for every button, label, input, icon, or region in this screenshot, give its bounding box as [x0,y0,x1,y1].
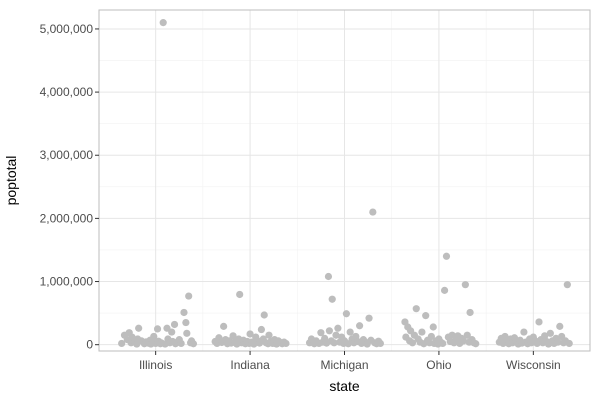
data-point [183,329,191,337]
data-point [535,318,543,326]
y-tick-label: 2,000,000 [40,211,94,225]
data-point [365,314,373,322]
data-point [334,324,342,332]
data-point [442,252,451,260]
x-axis-title: state [329,378,360,394]
x-tick-label: Wisconsin [506,358,561,372]
data-point [408,339,417,347]
data-point [257,325,266,334]
data-point [168,328,176,336]
data-point [412,305,420,313]
data-point [182,318,190,327]
data-point [180,308,188,317]
y-axis-title: poptotal [3,156,19,206]
y-tick-label: 4,000,000 [40,85,94,99]
data-point [554,338,562,346]
data-point [324,272,333,281]
x-axis-ticks: Illinois Indiana Michigan Ohio Wisconsin [139,351,561,372]
data-point [418,328,426,336]
data-point [520,328,528,336]
data-point [135,324,143,332]
data-point [439,339,447,348]
data-point [332,331,340,339]
data-point [229,332,237,340]
data-point [556,322,564,330]
x-tick-label: Ohio [426,358,452,372]
y-tick-label: 3,000,000 [40,148,94,162]
data-point [325,327,333,335]
data-point [422,312,430,320]
y-axis-ticks: 0 1,000,000 2,000,000 3,000,000 4,000,000 5,0… [40,22,99,352]
data-point [159,19,167,27]
data-point [170,320,179,329]
data-point [472,340,480,348]
y-tick-label: 5,000,000 [40,22,94,36]
data-point [328,295,336,303]
x-tick-label: Indiana [230,358,270,372]
data-point [563,281,571,289]
data-point [369,208,377,216]
x-tick-label: Illinois [139,358,172,372]
data-point [461,281,469,289]
x-tick-label: Michigan [320,358,368,372]
data-point [565,339,573,348]
data-point [448,331,456,339]
data-point [150,332,158,341]
data-point [185,292,193,300]
y-tick-label: 0 [86,338,93,352]
data-point [246,330,254,338]
data-point [189,340,198,348]
data-point [466,308,474,317]
data-point [541,332,549,340]
data-point [265,331,273,339]
data-point [220,322,228,330]
data-point [330,339,338,347]
data-point [427,332,435,341]
data-point [260,311,268,319]
data-point [463,331,471,339]
data-point [546,329,554,337]
data-point [346,328,354,336]
data-point [429,323,437,331]
data-point [440,286,449,294]
data-point [459,337,468,345]
data-point [118,339,126,348]
y-tick-label: 1,000,000 [40,275,94,289]
data-point [153,325,162,333]
data-point [282,339,290,348]
data-point [356,322,364,330]
data-point [342,310,350,318]
data-points [118,19,573,348]
data-point [376,339,384,348]
data-point [177,339,185,348]
data-point [317,329,325,337]
data-point [236,290,244,299]
